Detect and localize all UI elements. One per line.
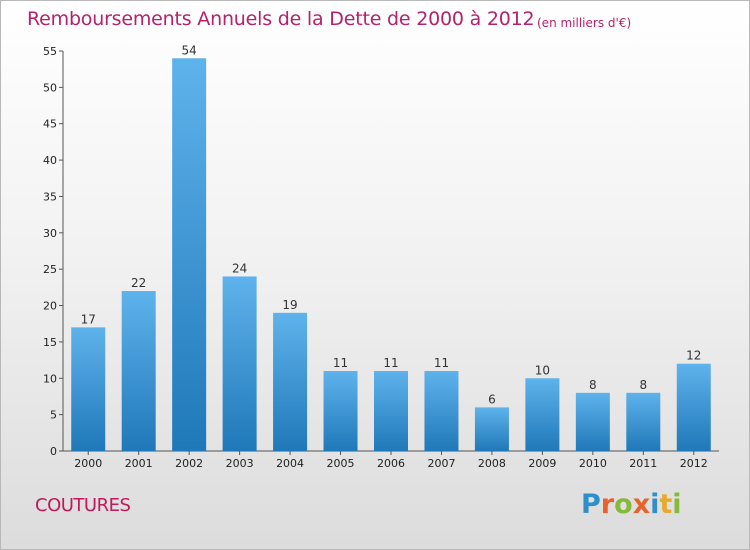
bar-2012 xyxy=(676,363,711,451)
bar-2010 xyxy=(575,392,610,451)
x-tick-label-2011: 2011 xyxy=(629,457,657,470)
chart-subtitle: (en milliers d'€) xyxy=(537,16,632,30)
logo-letter: x xyxy=(632,489,651,520)
bar-2008 xyxy=(474,407,509,451)
data-label-2012: 12 xyxy=(686,349,701,363)
data-label-2011: 8 xyxy=(639,378,647,392)
x-tick-label-2002: 2002 xyxy=(175,457,203,470)
x-tick-label-2004: 2004 xyxy=(276,457,304,470)
data-label-2008: 6 xyxy=(488,392,496,406)
proxiti-logo: Proxiti xyxy=(581,489,682,520)
y-axis: 0 5 10 15 20 25 30 35 40 45 50 55 xyxy=(43,45,64,458)
y-tick-label: 20 xyxy=(43,300,57,313)
data-labels: 17 22 54 24 19 11 11 11 6 10 8 8 12 xyxy=(81,43,702,406)
data-label-2009: 10 xyxy=(535,363,550,377)
y-tick-label: 50 xyxy=(43,81,57,94)
logo-letter: P xyxy=(581,489,601,520)
x-tick-label-2012: 2012 xyxy=(680,457,708,470)
x-tick-label-2007: 2007 xyxy=(427,457,455,470)
y-tick-label: 0 xyxy=(50,445,57,458)
y-tick-label: 10 xyxy=(43,372,57,385)
logo-letter: r xyxy=(600,489,615,520)
bar-2011 xyxy=(626,392,661,451)
bar-2004 xyxy=(273,312,308,451)
data-label-2001: 22 xyxy=(131,276,146,290)
bar-2007 xyxy=(424,371,459,451)
chart-title: Remboursements Annuels de la Dette de 20… xyxy=(27,8,535,30)
data-label-2010: 8 xyxy=(589,378,597,392)
logo-letter: i xyxy=(672,489,682,520)
y-tick-label: 25 xyxy=(43,263,57,276)
x-tick-label-2001: 2001 xyxy=(125,457,153,470)
bar-2001 xyxy=(121,291,156,451)
commune-name: COUTURES xyxy=(35,495,131,516)
bar-2006 xyxy=(374,371,408,451)
data-label-2004: 19 xyxy=(282,298,297,312)
y-tick-label: 40 xyxy=(43,154,57,167)
y-tick-label: 35 xyxy=(43,190,57,203)
logo-letter: i xyxy=(650,489,660,520)
x-tick-label-2005: 2005 xyxy=(327,457,355,470)
y-tick-label: 45 xyxy=(43,118,57,131)
x-tick-label-2000: 2000 xyxy=(74,457,102,470)
data-label-2000: 17 xyxy=(81,312,96,326)
data-label-2003: 24 xyxy=(232,261,247,275)
bars xyxy=(71,58,711,451)
y-tick-label: 30 xyxy=(43,227,57,240)
logo-letter: t xyxy=(659,489,673,520)
bar-2009 xyxy=(525,378,560,451)
bar-2003 xyxy=(222,276,257,451)
data-label-2005: 11 xyxy=(333,356,348,370)
bar-2002 xyxy=(172,58,207,451)
logo-letter: o xyxy=(614,489,633,520)
x-tick-label-2008: 2008 xyxy=(478,457,506,470)
y-tick-label: 5 xyxy=(50,409,57,422)
x-tick-label-2010: 2010 xyxy=(579,457,607,470)
bar-2000 xyxy=(71,327,106,451)
data-label-2006: 11 xyxy=(383,356,398,370)
data-label-2007: 11 xyxy=(434,356,449,370)
x-tick-label-2009: 2009 xyxy=(528,457,556,470)
data-label-2002: 54 xyxy=(182,43,197,57)
x-tick-label-2003: 2003 xyxy=(226,457,254,470)
x-axis: 2000 2001 2002 2003 2004 2005 2006 2007 2008 2009… xyxy=(63,450,719,470)
x-tick-label-2006: 2006 xyxy=(377,457,405,470)
bar-2005 xyxy=(323,371,358,451)
y-tick-label: 15 xyxy=(43,336,57,349)
y-tick-label: 55 xyxy=(43,45,57,58)
